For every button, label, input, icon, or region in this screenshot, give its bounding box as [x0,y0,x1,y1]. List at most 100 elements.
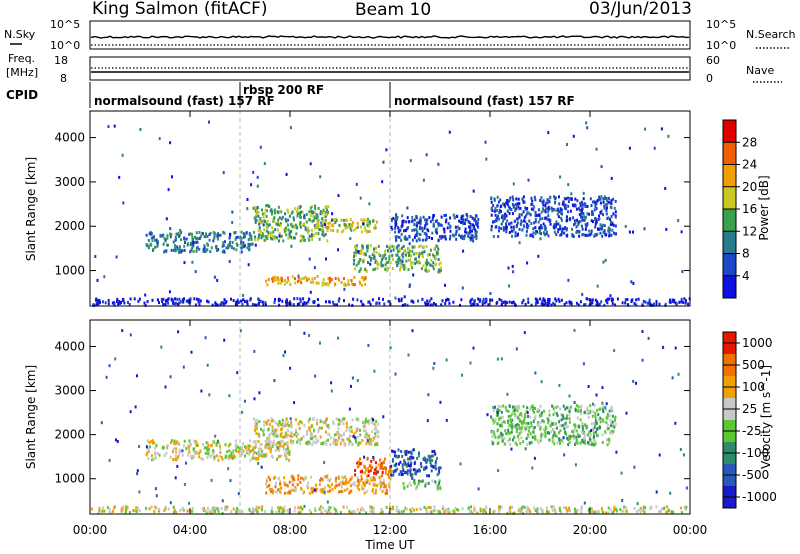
scatter-cell [189,241,192,245]
scatter-cell [492,235,495,238]
scatter-cell [272,433,275,436]
scatter-cell [464,218,467,222]
scatter-cell [169,441,172,445]
scatter-cell [401,220,404,223]
scatter-cell [497,511,500,514]
scatter-cell [372,506,375,510]
scatter-cell [410,263,413,267]
scatter-cell [170,232,173,236]
scatter-cell [491,298,494,302]
scatter-cell [541,509,544,512]
scatter-cell [423,232,426,236]
scatter-cell [550,303,553,307]
scatter-cell [228,394,231,398]
scatter-cell [581,425,584,429]
scatter-cell [550,505,553,509]
scatter-cell [415,228,418,232]
scatter-cell [188,501,191,505]
scatter-cell [364,483,366,487]
nsky-label: N.Sky [4,28,36,41]
scatter-cell [614,224,617,228]
scatter-cell [235,248,238,252]
scatter-cell [288,214,291,218]
scatter-cell [546,198,549,202]
scatter-cell [603,224,606,228]
scatter-cell [252,206,255,210]
scatter-cell [420,462,422,465]
scatter-cell [317,430,320,434]
scatter-cell [407,268,410,272]
scatter-cell [602,200,605,204]
scatter-cell [367,224,370,228]
scatter-cell [370,257,373,260]
scatter-cell [256,184,259,188]
scatter-cell [492,406,495,409]
scatter-cell [285,419,288,422]
scatter-cell [279,298,281,302]
scatter-cell [121,507,124,511]
scatter-cell [303,214,306,218]
scatter-cell [170,298,173,302]
scatter-cell [667,509,670,513]
scatter-cell [295,430,297,434]
scatter-cell [322,208,325,212]
power-colorbar-label: Power [dB] [757,175,771,240]
scatter-cell [562,200,565,204]
scatter-cell [432,267,435,271]
scatter-cell [237,492,240,496]
scatter-cell [508,437,511,441]
scatter-cell [413,218,416,222]
scatter-cell [359,428,361,432]
scatter-cell [326,239,329,243]
scatter-cell [575,438,578,442]
scatter-cell [295,428,298,432]
scatter-cell [220,455,223,459]
scatter-cell [621,499,624,502]
scatter-cell [255,421,258,425]
scatter-cell [302,435,305,439]
scatter-cell [232,247,235,251]
scatter-cell [385,469,388,473]
scatter-cell [273,219,276,223]
scatter-cell [666,505,669,509]
scatter-cell [429,303,432,307]
scatter-cell [603,229,606,233]
scatter-cell [310,280,313,284]
scatter-cell [528,426,531,429]
scatter-cell [276,446,279,450]
scatter-cell [411,215,414,219]
scatter-cell [327,210,330,214]
scatter-cell [587,415,590,419]
scatter-cell [602,230,605,234]
scatter-cell [575,231,578,234]
scatter-cell [568,394,571,398]
scatter-cell [556,441,559,445]
scatter-cell [304,275,307,279]
scatter-cell [357,478,360,482]
scatter-cell [397,249,399,253]
scatter-cell [400,238,403,242]
scatter-cell [285,457,288,461]
scatter-cell [239,454,241,458]
scatter-cell [609,294,612,298]
scatter-cell [262,234,265,238]
scatter-cell [597,227,600,231]
scatter-cell [304,475,307,479]
scatter-cell [183,261,186,265]
scatter-cell [289,432,292,436]
scatter-cell [440,303,443,307]
scatter-cell [297,422,300,426]
scatter-cell [606,416,609,420]
scatter-cell [571,429,574,433]
scatter-cell [332,224,335,228]
scatter-cell [309,162,312,166]
scatter-cell [413,245,416,249]
scatter-cell [175,232,178,236]
scatter-cell [548,438,551,442]
scatter-cell [387,300,390,303]
scatter-cell [350,279,353,282]
scatter-cell [236,235,239,239]
scatter-cell [155,238,158,242]
scatter-cell [426,419,429,423]
scatter-cell [498,229,500,233]
